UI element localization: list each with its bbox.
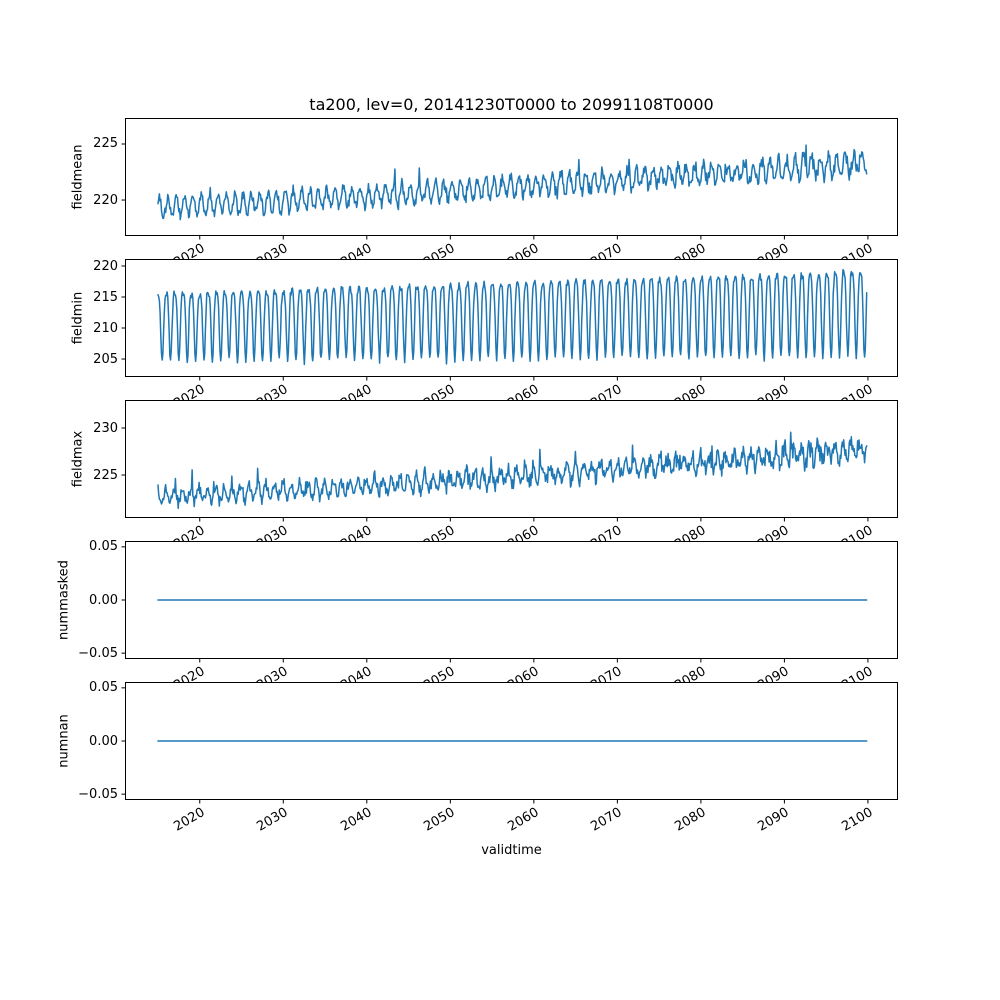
y-tick-label-numnan: 0.00 [89,733,118,749]
fieldmean-line [157,144,868,221]
y-axis-label-nummasked: nummasked [56,560,72,640]
subplot-fieldmin [121,259,898,381]
chart-title: ta200, lev=0, 20141230T0000 to 20991108T… [309,95,714,114]
subplot-fieldmean [121,118,898,240]
subplot-numnan [121,682,898,804]
y-tick-label-numnan: 0.05 [89,680,118,696]
subplot-fieldmax [121,400,898,522]
y-tick-label-fieldmean: 220 [93,192,118,208]
fieldmax-line [157,431,868,510]
y-tick-label-nummasked: −0.05 [78,645,118,661]
y-axis-label-fieldmin: fieldmin [70,291,86,345]
fieldmin-line [157,268,868,366]
y-tick-label-nummasked: 0.00 [89,592,118,608]
y-axis-label-fieldmax: fieldmax [70,430,86,488]
y-tick-label-fieldmean: 225 [93,136,118,152]
y-tick-label-nummasked: 0.05 [89,539,118,555]
y-tick-label-fieldmin: 215 [93,289,118,305]
y-tick-label-fieldmax: 225 [93,467,118,483]
x-axis-label: validtime [481,843,542,858]
y-tick-label-fieldmin: 220 [93,258,118,274]
y-axis-label-numnan: numnan [56,714,72,768]
y-axis-label-fieldmean: fieldmean [70,144,86,210]
y-tick-label-fieldmax: 230 [93,420,118,436]
y-tick-label-fieldmin: 205 [93,351,118,367]
y-tick-label-numnan: −0.05 [78,786,118,802]
subplot-nummasked [121,541,898,663]
y-tick-label-fieldmin: 210 [93,320,118,336]
